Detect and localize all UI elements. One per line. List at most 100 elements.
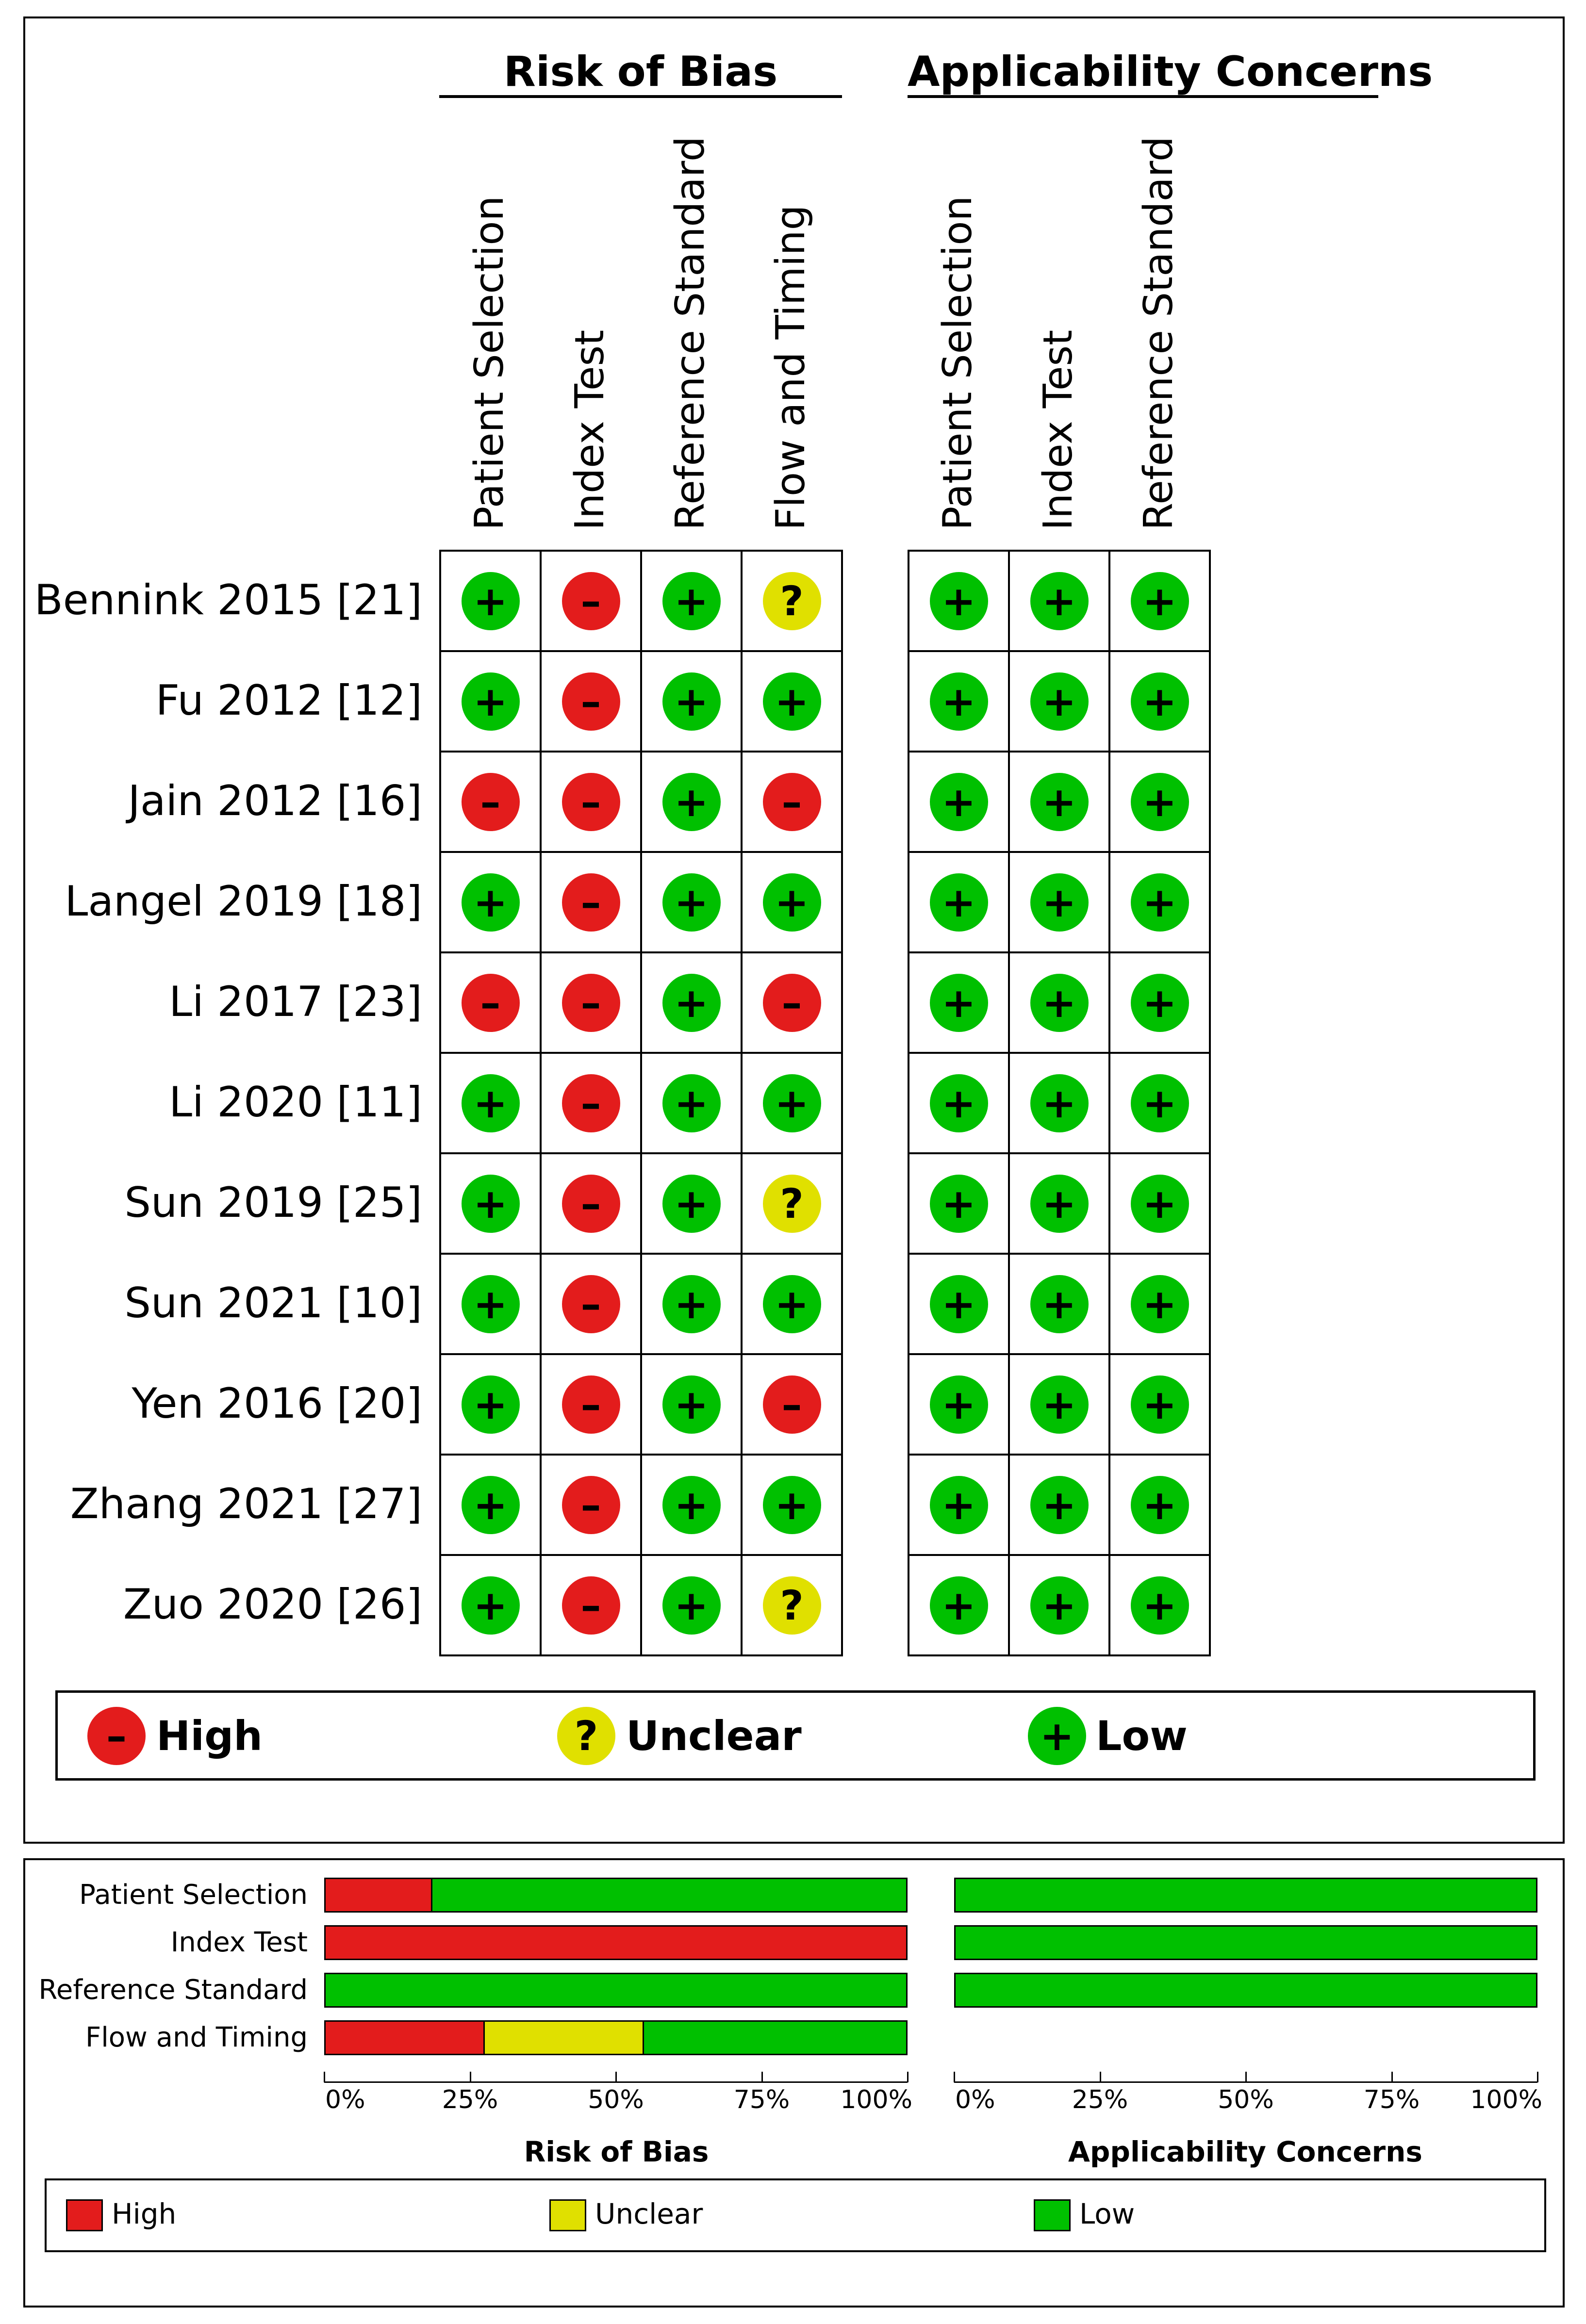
judgement-high-dot: – — [562, 672, 620, 731]
x-tick-label: 100% — [1470, 2085, 1542, 2114]
x-tick — [761, 2072, 763, 2082]
judgement-low-dot: + — [929, 1475, 988, 1534]
judgement-low-dot: + — [1130, 1074, 1189, 1132]
x-tick-label: 50% — [588, 2085, 644, 2114]
risk-of-bias-header: Risk of Bias — [503, 48, 778, 96]
bar-category-label: Index Test — [170, 1927, 308, 1958]
judgement-cell — [741, 1253, 843, 1355]
judgement-low-dot: + — [1130, 1174, 1189, 1233]
judgement-cell — [908, 951, 1010, 1054]
study-label: Yen 2016 [20] — [132, 1379, 422, 1428]
stacked-bar — [954, 1973, 1537, 2008]
judgement-low-dot: + — [1030, 1375, 1089, 1434]
applicability-header: Applicability Concerns — [908, 48, 1433, 96]
judgement-unclear-dot: ? — [762, 572, 821, 630]
study-label: Sun 2019 [25] — [124, 1178, 422, 1227]
judgement-high-dot: – — [562, 1375, 620, 1434]
judgement-low-dot: + — [1030, 1074, 1089, 1132]
judgement-low-dot: + — [929, 873, 988, 932]
bar-legend-low-label: Low — [1079, 2197, 1135, 2230]
judgement-unclear-dot: ? — [762, 1174, 821, 1233]
judgement-low-dot: + — [662, 1074, 721, 1132]
legend-low-dot: + — [1028, 1707, 1086, 1765]
judgement-low-dot: + — [929, 1074, 988, 1132]
ac-axis-title: Applicability Concerns — [1068, 2135, 1422, 2168]
judgement-high-dot: – — [562, 873, 620, 932]
legend-high-label: High — [156, 1712, 263, 1760]
risk-of-bias-underline — [439, 95, 842, 98]
judgement-low-dot: + — [929, 1576, 988, 1635]
judgement-low-dot: + — [461, 1375, 520, 1434]
legend-high-dot: – — [87, 1707, 146, 1765]
x-tick-label: 100% — [840, 2085, 912, 2114]
study-label: Langel 2019 [18] — [65, 877, 422, 926]
x-tick-label: 0% — [955, 2085, 995, 2114]
judgement-high-dot: – — [762, 772, 821, 831]
judgement-low-dot: + — [662, 1275, 721, 1333]
study-label: Li 2017 [23] — [169, 977, 422, 1026]
judgement-low-dot: + — [1130, 1576, 1189, 1635]
judgement-low-dot: + — [762, 1074, 821, 1132]
judgement-low-dot: + — [461, 873, 520, 932]
judgement-low-dot: + — [1030, 572, 1089, 630]
judgement-low-dot: + — [762, 1275, 821, 1333]
judgement-high-dot: – — [562, 1174, 620, 1233]
judgement-low-dot: + — [662, 672, 721, 731]
judgement-low-dot: + — [662, 1375, 721, 1434]
column-header-ac-index-test: Index Test — [1035, 329, 1081, 530]
judgement-high-dot: – — [461, 772, 520, 831]
study-label: Jain 2012 [16] — [128, 776, 422, 825]
judgement-low-dot: + — [461, 672, 520, 731]
judgement-cell — [1108, 1454, 1211, 1556]
bar-segment-high — [326, 2022, 483, 2054]
judgement-high-dot: – — [562, 572, 620, 630]
bar-legend — [45, 2178, 1546, 2252]
stacked-bar — [324, 1878, 908, 1913]
bar-legend-unclear-swatch — [549, 2199, 586, 2231]
bar-category-label: Reference Standard — [38, 1974, 308, 2006]
judgement-low-dot: + — [929, 1375, 988, 1434]
judgement-low-dot: + — [929, 1275, 988, 1333]
bar-legend-low-swatch — [1034, 2199, 1071, 2231]
x-tick — [1391, 2072, 1393, 2082]
x-tick — [1245, 2072, 1247, 2082]
x-tick — [907, 2072, 909, 2082]
judgement-high-dot: – — [461, 973, 520, 1032]
x-tick — [954, 2072, 955, 2082]
judgement-low-dot: + — [1030, 672, 1089, 731]
judgement-low-dot: + — [1130, 772, 1189, 831]
judgement-high-dot: – — [562, 1074, 620, 1132]
x-tick-label: 25% — [442, 2085, 498, 2114]
x-tick-label: 75% — [1363, 2085, 1420, 2114]
stacked-bar — [954, 1925, 1537, 1960]
judgement-low-dot: + — [1030, 973, 1089, 1032]
column-header-rob-reference-standard: Reference Standard — [667, 136, 713, 530]
judgement-low-dot: + — [1130, 1475, 1189, 1534]
judgement-low-dot: + — [929, 973, 988, 1032]
judgement-cell — [741, 1554, 843, 1656]
stacked-bar — [324, 1925, 908, 1960]
bar-segment-low — [956, 1879, 1536, 1911]
judgement-high-dot: – — [562, 973, 620, 1032]
judgement-low-dot: + — [1130, 873, 1189, 932]
legend-unclear-label: Unclear — [626, 1712, 802, 1760]
judgement-low-dot: + — [1030, 1275, 1089, 1333]
study-label: Bennink 2015 [21] — [34, 575, 422, 624]
x-tick — [324, 2072, 325, 2082]
judgement-low-dot: + — [662, 873, 721, 932]
judgement-low-dot: + — [929, 672, 988, 731]
column-header-rob-flow-and-timing: Flow and Timing — [767, 205, 814, 530]
study-label: Li 2020 [11] — [169, 1078, 422, 1127]
column-header-rob-index-test: Index Test — [566, 329, 613, 530]
bar-segment-high — [326, 1927, 906, 1959]
study-label: Fu 2012 [12] — [155, 676, 422, 725]
judgement-low-dot: + — [1030, 1174, 1089, 1233]
bar-category-label: Patient Selection — [79, 1879, 308, 1911]
x-tick-label: 50% — [1218, 2085, 1274, 2114]
bar-segment-low — [956, 1974, 1536, 2006]
study-label: Zhang 2021 [27] — [70, 1479, 422, 1528]
column-header-rob-patient-selection: Patient Selection — [466, 196, 512, 530]
judgement-legend — [55, 1690, 1536, 1781]
bar-category-label: Flow and Timing — [85, 2022, 308, 2053]
judgement-low-dot: + — [461, 572, 520, 630]
